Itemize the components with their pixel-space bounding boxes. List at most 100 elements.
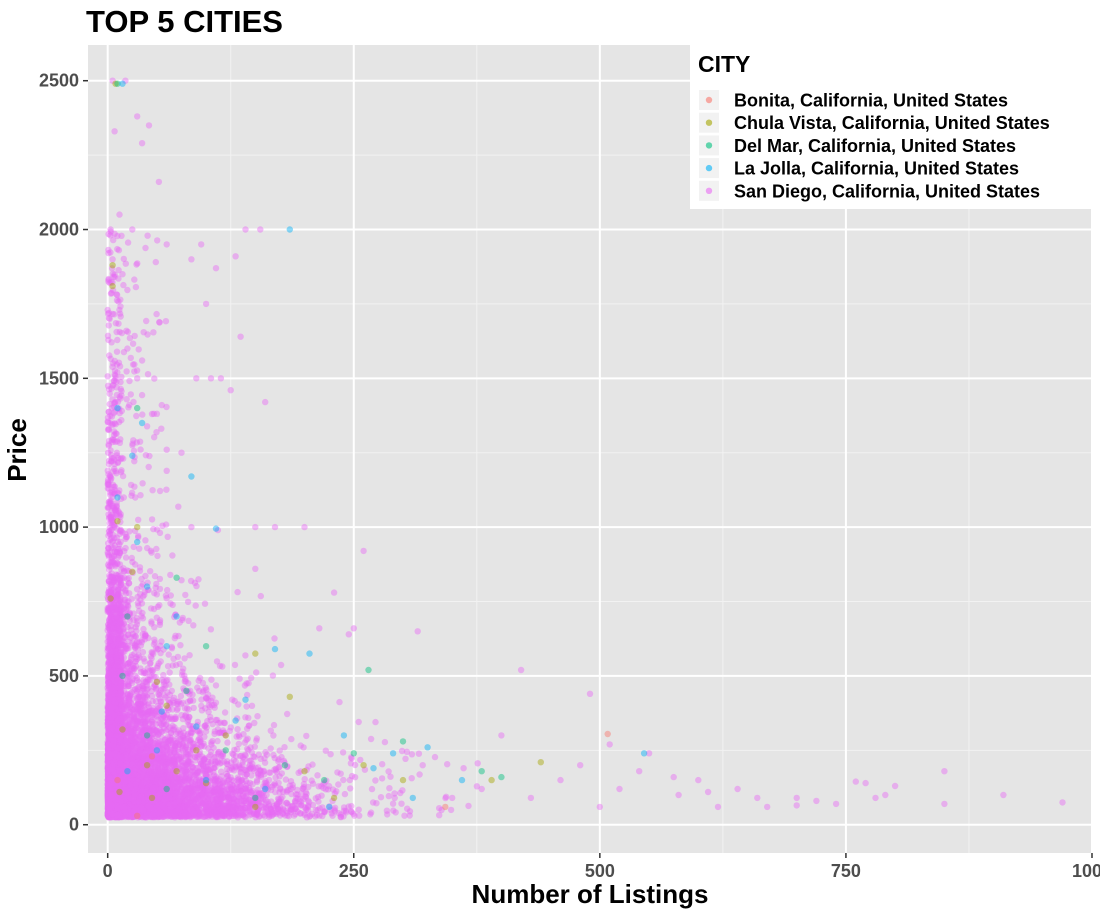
point-san-diego [112, 804, 119, 811]
point-san-diego [157, 658, 164, 665]
point-san-diego [114, 800, 121, 808]
point-san-diego [108, 289, 115, 297]
point-san-diego [131, 716, 139, 723]
point-san-diego [105, 744, 113, 751]
point-san-diego [309, 780, 317, 787]
point-san-diego [244, 745, 251, 752]
point-san-diego [111, 784, 118, 791]
point-san-diego [184, 598, 192, 606]
point-san-diego [105, 711, 112, 718]
point-san-diego [110, 774, 118, 781]
point-san-diego [301, 776, 308, 783]
point-san-diego [133, 763, 140, 770]
point-san-diego [186, 782, 193, 789]
point-san-diego [108, 773, 115, 780]
point-san-diego [347, 785, 354, 792]
point-san-diego [132, 722, 139, 729]
point-san-diego [107, 783, 114, 790]
point-san-diego [110, 763, 117, 770]
point-san-diego [181, 687, 188, 694]
point-san-diego [377, 794, 385, 801]
point-san-diego [109, 706, 117, 713]
point-san-diego [181, 777, 188, 785]
point-san-diego [297, 795, 304, 803]
point-san-diego [108, 774, 115, 781]
point-san-diego [152, 737, 159, 745]
point-san-diego [233, 746, 241, 753]
point-san-diego [124, 576, 131, 583]
point-san-diego [112, 430, 119, 437]
point-san-diego [104, 809, 112, 816]
point-san-diego [108, 743, 115, 751]
point-san-diego [108, 718, 115, 725]
point-san-diego [118, 807, 125, 814]
point-san-diego [118, 770, 125, 778]
point-san-diego [124, 785, 132, 793]
point-san-diego [117, 683, 124, 691]
point-san-diego [133, 808, 140, 816]
point-san-diego [106, 693, 113, 700]
point-san-diego [140, 726, 147, 734]
point-san-diego [146, 736, 154, 743]
point-san-diego [112, 752, 119, 760]
point-san-diego [149, 487, 156, 494]
point-san-diego [119, 788, 126, 796]
point-san-diego [143, 727, 150, 735]
point-san-diego [115, 801, 123, 809]
point-san-diego [115, 694, 123, 701]
point-san-diego [146, 742, 153, 749]
point-san-diego [115, 734, 122, 741]
point-san-diego [199, 789, 207, 796]
point-san-diego [105, 801, 112, 809]
point-san-diego [116, 606, 123, 613]
point-san-diego [107, 746, 114, 753]
point-san-diego [106, 352, 113, 359]
point-san-diego [109, 787, 116, 795]
point-san-diego [132, 734, 139, 742]
point-san-diego [163, 775, 170, 782]
point-san-diego [110, 775, 117, 783]
point-san-diego [110, 784, 117, 791]
point-san-diego [121, 753, 128, 760]
point-san-diego [128, 784, 135, 791]
point-san-diego [118, 802, 125, 810]
point-san-diego [210, 787, 218, 794]
point-san-diego [169, 601, 176, 609]
point-san-diego [134, 787, 141, 794]
point-san-diego [218, 752, 225, 759]
point-san-diego [104, 810, 112, 817]
point-san-diego [107, 758, 114, 766]
point-san-diego [110, 805, 117, 812]
point-san-diego [436, 805, 443, 812]
point-san-diego [110, 436, 118, 444]
point-san-diego [112, 788, 120, 796]
point-san-diego [146, 810, 153, 818]
point-san-diego [406, 812, 413, 819]
point-san-diego [107, 694, 114, 701]
point-san-diego [105, 545, 112, 552]
point-san-diego [133, 801, 140, 809]
point-san-diego [114, 701, 121, 709]
point-san-diego [126, 730, 133, 737]
point-san-diego [253, 669, 260, 676]
point-san-diego [106, 692, 113, 700]
point-san-diego [174, 793, 181, 801]
point-san-diego [175, 803, 183, 810]
point-san-diego [151, 624, 158, 631]
point-san-diego [235, 732, 242, 739]
point-san-diego [106, 764, 113, 771]
point-san-diego [126, 793, 133, 801]
point-san-diego [107, 727, 115, 734]
point-san-diego [333, 788, 340, 795]
point-san-diego [154, 788, 161, 795]
point-san-diego [113, 782, 121, 789]
point-san-diego [124, 692, 131, 699]
point-san-diego [193, 804, 201, 811]
point-san-diego [114, 661, 121, 668]
point-san-diego [137, 813, 144, 820]
point-san-diego [234, 726, 241, 733]
point-san-diego [162, 318, 170, 325]
point-san-diego [117, 808, 124, 815]
point-san-diego [182, 774, 189, 782]
point-san-diego [138, 719, 145, 727]
